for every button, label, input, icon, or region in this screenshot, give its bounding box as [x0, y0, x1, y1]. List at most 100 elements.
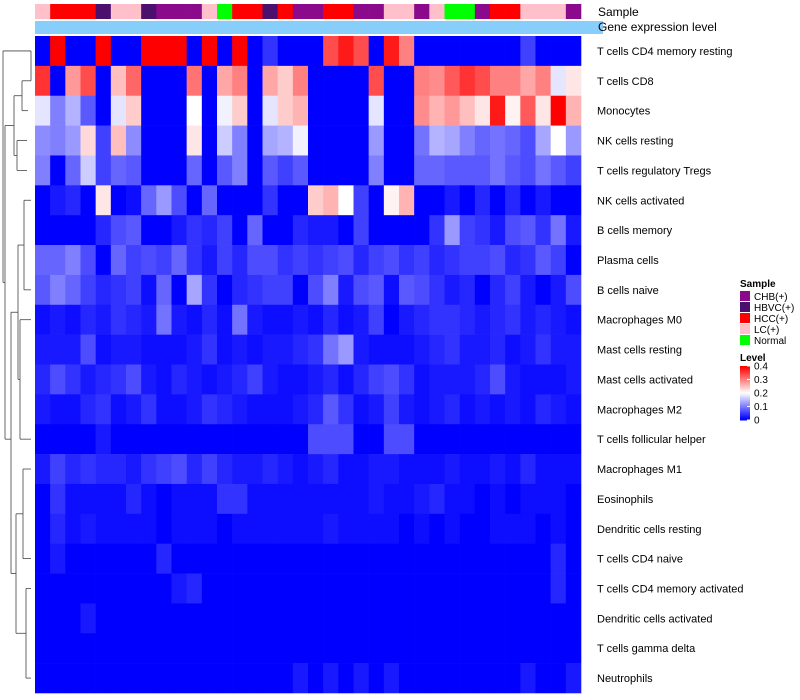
level-legend-gradient-step [740, 398, 750, 401]
heatmap-cell [95, 394, 112, 425]
heatmap-cell [535, 513, 551, 544]
heatmap-cell [277, 36, 294, 67]
heatmap-cell [429, 245, 445, 276]
heatmap-cell [95, 483, 112, 515]
heatmap-cell [50, 454, 66, 485]
heatmap-cell [308, 155, 324, 186]
heatmap-cell [565, 483, 582, 515]
heatmap-cell [414, 274, 430, 306]
heatmap-cell [368, 513, 385, 544]
heatmap-cell [550, 454, 567, 485]
heatmap-cell [520, 274, 536, 306]
heatmap-cell [399, 603, 415, 634]
heatmap-cell [323, 245, 339, 276]
heatmap-cell [474, 95, 491, 126]
level-legend-gradient-step [740, 371, 750, 374]
heatmap-cell [505, 513, 521, 544]
heatmap-cell [565, 543, 582, 574]
heatmap-cell [429, 513, 445, 544]
heatmap-cell [323, 364, 339, 395]
heatmap-cell [565, 65, 582, 97]
heatmap-cell [323, 155, 339, 186]
heatmap-cell [353, 304, 369, 335]
heatmap-cell [429, 155, 445, 186]
row-label: Monocytes [597, 106, 651, 118]
heatmap-cell [459, 274, 476, 306]
heatmap-cell [186, 394, 203, 425]
heatmap-cell [126, 364, 142, 395]
heatmap-cell [126, 663, 142, 694]
heatmap-cell [247, 573, 263, 604]
sample-cell [474, 4, 491, 19]
heatmap-cell [368, 454, 385, 485]
row-label: T cells regulatory Tregs [597, 165, 712, 177]
heatmap-cell [308, 65, 324, 97]
heatmap-cell [217, 274, 233, 306]
heatmap-cell [399, 513, 415, 544]
heatmap-cell [490, 215, 506, 246]
heatmap-cell [535, 36, 551, 67]
heatmap-cell [35, 304, 51, 335]
heatmap-cell [383, 394, 400, 425]
heatmap-cell [490, 483, 506, 515]
heatmap-cell [201, 454, 218, 485]
heatmap-cell [505, 215, 521, 246]
sample-cell [126, 4, 142, 19]
heatmap-cell [141, 513, 157, 544]
level-legend-tick-label: 0.2 [754, 389, 768, 400]
heatmap-cell [520, 633, 536, 664]
row-label: Dendritic cells activated [597, 613, 713, 625]
level-legend-gradient-step [740, 413, 750, 416]
heatmap-cell [65, 304, 81, 335]
heatmap-cell [474, 394, 491, 425]
heatmap-cell [126, 603, 142, 634]
heatmap-cell [171, 215, 187, 246]
heatmap-cell [110, 513, 127, 544]
heatmap-cell [414, 125, 430, 156]
heatmap-cell [156, 483, 172, 515]
heatmap-cell [383, 245, 400, 276]
heatmap-cell [110, 185, 127, 216]
heatmap-cell [95, 663, 112, 694]
heatmap-cell [156, 334, 172, 365]
heatmap-cell [217, 663, 233, 694]
level-legend-gradient-step [740, 407, 750, 410]
level-legend-gradient-step [740, 390, 750, 393]
level-legend-gradient-step [740, 418, 750, 421]
heatmap-cell [80, 274, 96, 306]
heatmap-cell [292, 185, 309, 216]
heatmap-cell [247, 394, 263, 425]
heatmap-cell [247, 95, 263, 126]
heatmap-cell [338, 633, 354, 664]
heatmap-cell [414, 603, 430, 634]
level-legend-gradient-step [740, 380, 750, 383]
heatmap-cell [50, 633, 66, 664]
heatmap-cell [444, 215, 460, 246]
heatmap-cell [171, 663, 187, 694]
heatmap-cell [35, 603, 51, 634]
heatmap-cell [550, 663, 567, 694]
heatmap-cell [444, 454, 460, 485]
heatmap-cell [95, 603, 112, 634]
heatmap-cell [110, 543, 127, 574]
heatmap-cell [444, 274, 460, 306]
heatmap-cell [459, 483, 476, 515]
sample-cell [505, 4, 521, 19]
heatmap-cell [490, 65, 506, 97]
heatmap-cell [201, 633, 218, 664]
heatmap-cell [141, 215, 157, 246]
heatmap-cell [429, 274, 445, 306]
heatmap-cell [95, 513, 112, 544]
heatmap-cell [490, 155, 506, 186]
gene-level-bar [35, 21, 603, 34]
heatmap-cell [338, 394, 354, 425]
heatmap-cell [444, 334, 460, 365]
sample-cell [65, 4, 81, 19]
heatmap-cell [156, 573, 172, 604]
heatmap-cell [80, 304, 96, 335]
heatmap-cell [368, 245, 385, 276]
level-legend-tick-label: 0.4 [754, 362, 768, 373]
heatmap-cell [414, 65, 430, 97]
heatmap-cell [201, 215, 218, 246]
heatmap-cell [323, 573, 339, 604]
